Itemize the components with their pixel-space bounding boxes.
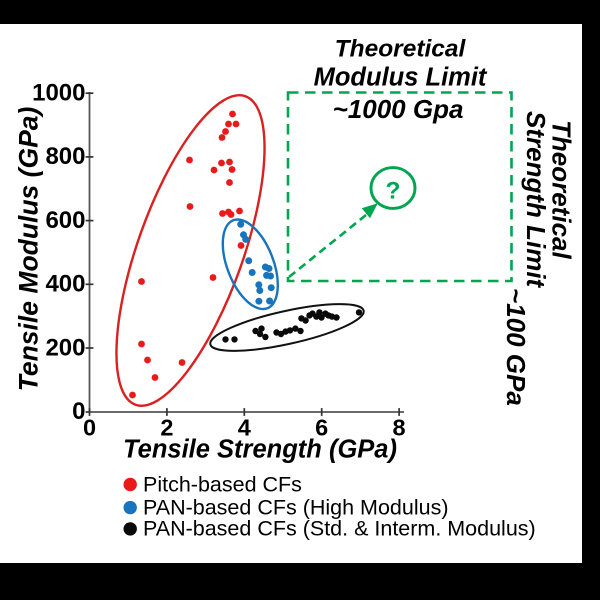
- svg-text:Pitch-based CFs: Pitch-based CFs: [143, 473, 302, 497]
- svg-text:200: 200: [45, 334, 85, 361]
- svg-text:Theoretical: Theoretical: [547, 120, 577, 259]
- svg-text:2: 2: [160, 415, 173, 441]
- svg-text:PAN-based CFs (Std. & Interm.: PAN-based CFs (Std. & Interm. Modulus): [143, 517, 536, 541]
- svg-text:Theoretical: Theoretical: [335, 36, 467, 63]
- svg-text:?: ?: [386, 178, 401, 205]
- svg-text:Strength Limit: Strength Limit: [521, 111, 551, 289]
- svg-text:Modulus Limit: Modulus Limit: [314, 64, 488, 92]
- svg-text:PAN-based CFs (High Modulus): PAN-based CFs (High Modulus): [143, 496, 448, 520]
- svg-text:400: 400: [45, 271, 85, 298]
- svg-text:Tensile Modulus (GPa): Tensile Modulus (GPa): [14, 106, 44, 391]
- svg-text:~1000 Gpa: ~1000 Gpa: [333, 94, 464, 124]
- svg-text:1000: 1000: [32, 80, 85, 107]
- svg-text:~100 GPa: ~100 GPa: [501, 288, 531, 406]
- svg-text:4: 4: [238, 415, 251, 441]
- svg-text:6: 6: [315, 415, 328, 441]
- svg-text:600: 600: [45, 207, 85, 234]
- svg-text:8: 8: [393, 415, 406, 441]
- svg-text:Tensile Strength (GPa): Tensile Strength (GPa): [123, 436, 397, 464]
- svg-text:0: 0: [83, 415, 96, 441]
- svg-text:800: 800: [45, 143, 85, 170]
- svg-text:0: 0: [72, 398, 85, 425]
